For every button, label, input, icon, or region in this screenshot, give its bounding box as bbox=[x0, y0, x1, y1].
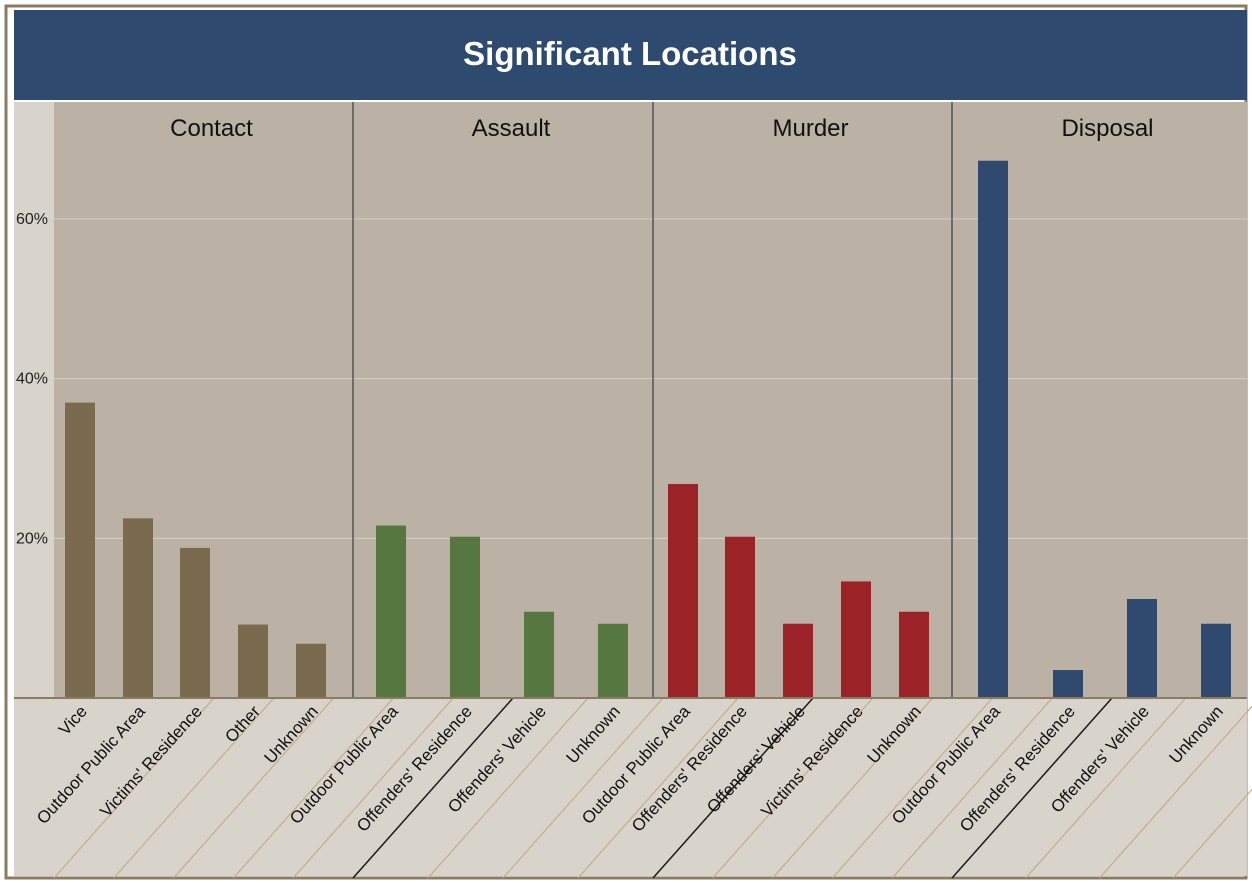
bar bbox=[1127, 599, 1157, 698]
y-tick-label: 20% bbox=[16, 530, 48, 547]
label-divider bbox=[891, 697, 1053, 879]
bar bbox=[524, 611, 554, 698]
bar bbox=[450, 536, 480, 698]
bar bbox=[1053, 670, 1083, 698]
plot-area bbox=[54, 102, 1247, 698]
panel-murder: Murder bbox=[652, 102, 929, 698]
panel-title: Murder bbox=[772, 115, 848, 142]
label-divider bbox=[502, 697, 664, 879]
panel-assault: Assault bbox=[352, 102, 628, 698]
label-divider bbox=[1025, 697, 1187, 879]
bar bbox=[899, 611, 929, 698]
panel-title: Assault bbox=[472, 115, 551, 142]
bar bbox=[725, 536, 755, 698]
bar bbox=[783, 623, 813, 698]
bar bbox=[238, 624, 268, 698]
bar bbox=[1201, 623, 1231, 698]
label-panel-divider bbox=[951, 697, 1113, 879]
bar bbox=[668, 484, 698, 698]
label-divider bbox=[1172, 788, 1252, 879]
bar bbox=[376, 525, 406, 698]
panel-title: Contact bbox=[170, 115, 253, 142]
label-divider bbox=[712, 697, 874, 879]
bar bbox=[978, 160, 1008, 698]
chart-panels: Contact Assault Murder Disposal bbox=[65, 102, 1231, 698]
label-divider bbox=[53, 697, 215, 879]
y-tick-labels: 20% 40% 60% bbox=[16, 211, 48, 547]
panel-disposal: Disposal bbox=[951, 102, 1231, 698]
panel-contact: Contact bbox=[65, 115, 326, 698]
x-label-band bbox=[14, 698, 1247, 876]
panel-title: Disposal bbox=[1061, 115, 1153, 142]
bar bbox=[598, 623, 628, 698]
label-divider bbox=[577, 697, 739, 879]
bar bbox=[180, 547, 210, 698]
label-divider bbox=[1099, 705, 1252, 879]
label-panel-divider bbox=[352, 697, 514, 879]
label-divider bbox=[427, 697, 589, 879]
label-divider bbox=[113, 697, 275, 879]
label-divider bbox=[772, 697, 933, 879]
label-divider bbox=[832, 697, 993, 879]
label-divider bbox=[173, 697, 334, 879]
bar bbox=[65, 402, 95, 698]
grid-lines bbox=[54, 218, 1247, 539]
bar bbox=[123, 518, 153, 698]
y-tick-label: 40% bbox=[16, 371, 48, 388]
y-tick-label: 60% bbox=[16, 211, 48, 228]
label-divider bbox=[233, 697, 394, 879]
bar bbox=[296, 643, 326, 698]
title-banner bbox=[14, 10, 1247, 100]
chart-title: Significant Locations bbox=[463, 35, 797, 72]
label-divider bbox=[292, 697, 454, 879]
bar bbox=[841, 581, 871, 698]
label-panel-divider bbox=[652, 697, 814, 879]
y-axis-strip bbox=[14, 102, 54, 698]
